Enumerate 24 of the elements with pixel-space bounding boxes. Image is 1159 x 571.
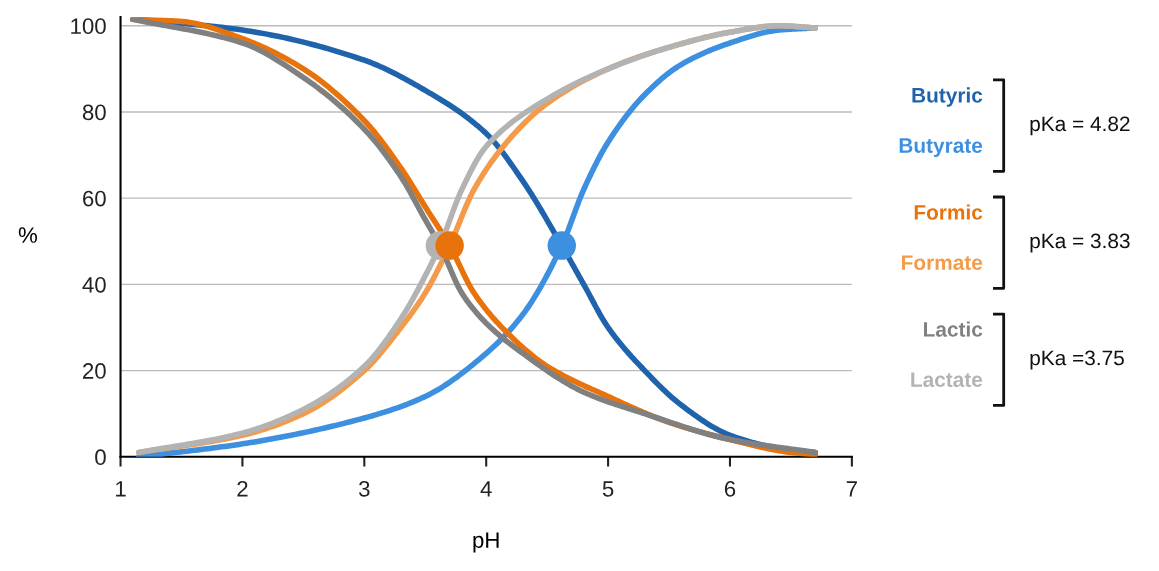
y-tick-label: 40	[82, 276, 106, 293]
text: pKa =3.75	[1030, 350, 1124, 370]
x-tick-label: 7	[846, 481, 857, 497]
text: Butyrate	[899, 138, 983, 158]
x-tick-label: 3	[358, 481, 370, 497]
y-tick-label: 60	[83, 190, 106, 207]
x-axis-title: pH	[473, 532, 499, 553]
y-tick-label: 100	[71, 18, 106, 35]
text: pKa = 3.83	[1030, 233, 1130, 253]
y-tick-label: 0	[95, 449, 106, 466]
text: Butyric	[912, 87, 983, 107]
x-tick-label: 4	[480, 481, 492, 497]
text: Lactate	[911, 372, 983, 388]
text: Formic	[914, 204, 983, 220]
text: pKa = 4.82	[1030, 116, 1130, 136]
y-tick-label: 80	[82, 104, 106, 121]
x-tick-label: 5	[602, 481, 614, 497]
y-tick-label: 20	[83, 363, 106, 379]
text: Formate	[902, 255, 983, 270]
y-axis-title: %	[18, 227, 37, 243]
x-tick-label: 6	[724, 481, 736, 497]
x-tick-label: 1	[116, 481, 126, 497]
x-tick-label: 2	[237, 481, 248, 497]
text: Lactic	[924, 321, 983, 337]
